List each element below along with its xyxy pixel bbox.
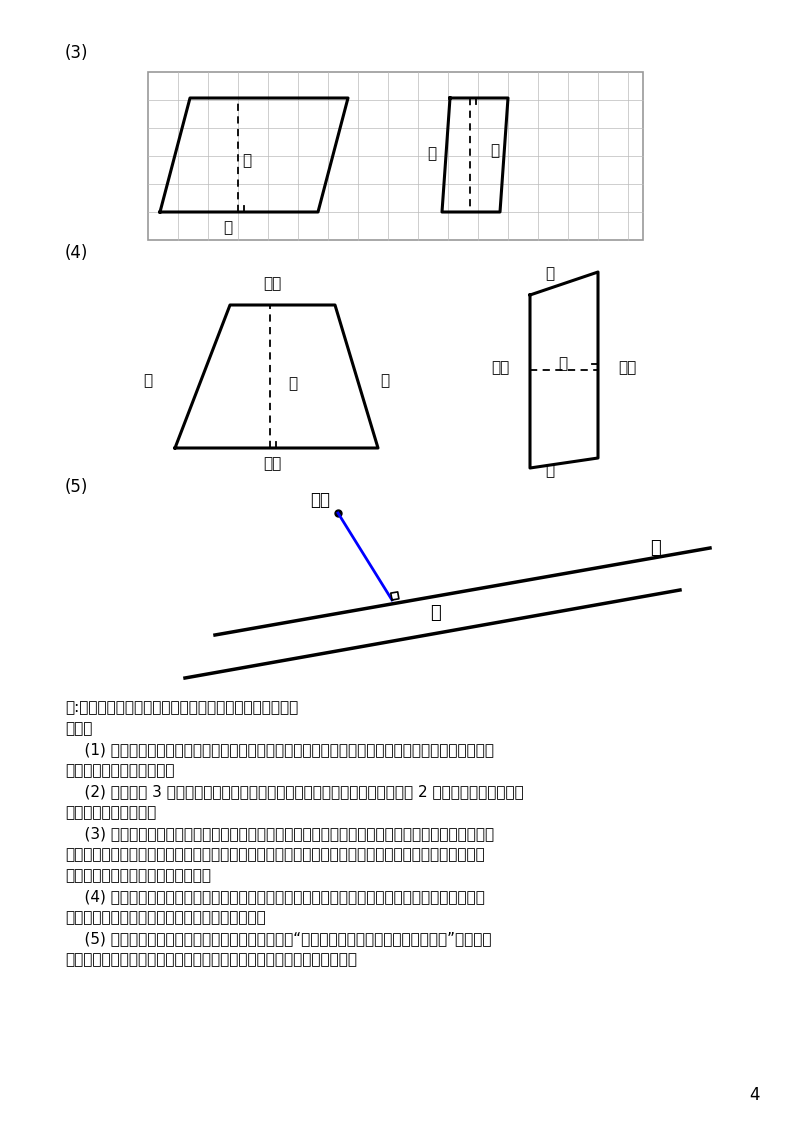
Text: 李村: 李村 xyxy=(310,491,330,509)
Text: (5): (5) xyxy=(65,478,88,496)
Text: (2) 先画一条 3 厘米的线段，以这条线段的两个端点为垂足分别做垂线，截取 2 厘米，连接两个端点，: (2) 先画一条 3 厘米的线段，以这条线段的两个端点为垂足分别做垂线，截取 2… xyxy=(65,784,524,798)
Text: 腰: 腰 xyxy=(380,373,390,389)
Text: 条直线，最后画直角符号。: 条直线，最后画直角符号。 xyxy=(65,763,175,778)
Text: (1) 利用三角板在边（三角板的一条直角边）线重合的基础上平移找点，然后沿另一条直角边画出一: (1) 利用三角板在边（三角板的一条直角边）线重合的基础上平移找点，然后沿另一条… xyxy=(65,742,494,757)
Text: 腰: 腰 xyxy=(545,266,554,281)
Bar xyxy=(148,72,643,240)
Text: 即可成规定的长方形。: 即可成规定的长方形。 xyxy=(65,805,156,820)
Text: 高: 高 xyxy=(288,376,297,391)
Text: 点向对边作垂线，这点与垂足间的距离叫作以这条边为底的平行四边形的高，习惯上作平行四边形的高时: 点向对边作垂线，这点与垂足间的距离叫作以这条边为底的平行四边形的高，习惯上作平行… xyxy=(65,847,485,862)
Text: (5) 把李村看作一个点，公路看作一条直线，根据“点到直线的所有线段中，垂线段最短”的性质，: (5) 把李村看作一个点，公路看作一条直线，根据“点到直线的所有线段中，垂线段最… xyxy=(65,931,491,946)
Text: 底引一条垂线，这点与垂足间的距离叫梯形的高。: 底引一条垂线，这点与垂足间的距离叫梯形的高。 xyxy=(65,910,266,925)
Text: 高: 高 xyxy=(242,153,251,168)
Text: 底: 底 xyxy=(223,220,233,235)
Text: (3): (3) xyxy=(65,44,88,62)
Text: 腰: 腰 xyxy=(545,463,554,478)
Text: 底: 底 xyxy=(427,146,437,161)
Text: 上底: 上底 xyxy=(491,360,509,375)
Text: 答:沈图中的蓝色线段修一条水泥路，就能使修的路最近。: 答:沈图中的蓝色线段修一条水泥路，就能使修的路最近。 xyxy=(65,700,299,715)
Text: 过李村向公路画一条垂线，沿李村与垂足之间的线段修一条水泥路即可。: 过李村向公路画一条垂线，沿李村与垂足之间的线段修一条水泥路即可。 xyxy=(65,952,357,967)
Text: (4) 梯形平行的一组对边分别是上底和下底，不平行的这组对边是腰；从上底边上的任意一点向下: (4) 梯形平行的一组对边分别是上底和下底，不平行的这组对边是腰；从上底边上的任… xyxy=(65,889,485,904)
Text: 4: 4 xyxy=(750,1086,760,1104)
Text: 下底: 下底 xyxy=(618,360,636,375)
Text: (3) 根据平行四边形的特征，对边平行且相等进行作图即可。在平行四边形中，从一条边上的任意一: (3) 根据平行四边形的特征，对边平行且相等进行作图即可。在平行四边形中，从一条… xyxy=(65,827,494,841)
Text: 下底: 下底 xyxy=(263,456,281,471)
Text: 解析：: 解析： xyxy=(65,721,92,736)
Text: (4): (4) xyxy=(65,244,88,262)
Text: 路: 路 xyxy=(650,539,661,557)
Text: 公: 公 xyxy=(430,604,441,622)
Text: 都从对边一个顶点出发作底的垂线。: 都从对边一个顶点出发作底的垂线。 xyxy=(65,868,211,883)
Text: 上底: 上底 xyxy=(263,276,281,291)
Text: 高: 高 xyxy=(490,143,499,158)
Text: 高: 高 xyxy=(558,356,567,371)
Text: 腰: 腰 xyxy=(144,373,152,389)
